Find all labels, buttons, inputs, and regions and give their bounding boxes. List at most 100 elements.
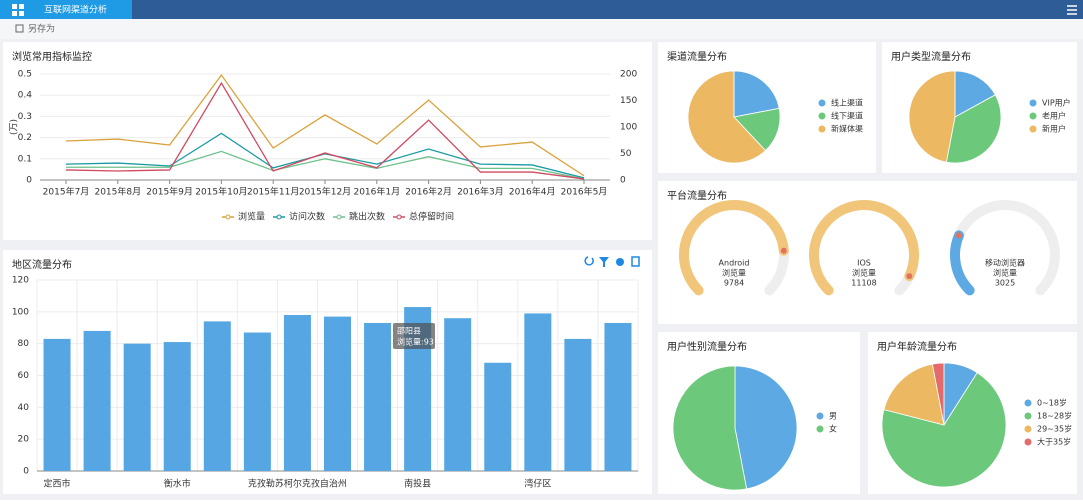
bar (324, 316, 351, 471)
export-icon[interactable] (631, 256, 640, 267)
y2-tick-label: 0 (620, 176, 626, 186)
panel-title: 地区流量分布 (12, 258, 72, 271)
series-line (65, 81, 585, 180)
legend-swatch (818, 112, 826, 120)
bar (524, 313, 552, 471)
y-tick-label: 0 (26, 176, 32, 186)
x-tick-label: 2016年4月 (509, 186, 556, 198)
panel-title: 渠道流量分布 (667, 50, 727, 63)
settings-icon[interactable] (616, 258, 624, 266)
gauge-label: 浏览量 (993, 268, 1017, 278)
save-icon[interactable] (15, 24, 24, 33)
legend-label: 跳出次数 (349, 211, 385, 223)
legend-swatch (1029, 112, 1037, 120)
series-line (66, 150, 585, 180)
gauge-arc (809, 200, 919, 296)
panel-title: 平台流量分布 (667, 189, 727, 202)
gauge-pointer (780, 247, 787, 254)
gauge-pointer (906, 273, 913, 280)
x-tick-label: 2016年2月 (405, 186, 452, 198)
y2-tick-label: 50 (620, 149, 632, 159)
bar (604, 322, 632, 471)
y-tick-label: 120 (12, 276, 29, 286)
x-tick-label: 2016年1月 (353, 186, 400, 198)
legend-label: 访问次数 (289, 211, 325, 223)
pie-slice (883, 363, 945, 426)
panel-title: 用户年龄流量分布 (877, 340, 957, 353)
pie-slice (672, 365, 748, 491)
top-bar (0, 0, 1083, 19)
x-tick-label: 湾仔区 (524, 478, 551, 490)
panel: 浏览常用指标监控 0 0.1 0.2 0.3 0.4 0.5 0 50 100 150 200 (万) 2… (3, 42, 652, 240)
x-tick-label: 2015年10月 (195, 186, 247, 198)
tab[interactable] (0, 0, 132, 19)
legend-swatch (818, 99, 826, 107)
tooltip-text: 浏览量:93 (397, 337, 434, 347)
pie-slice (733, 70, 780, 118)
pie-slice (945, 94, 1002, 164)
legend-swatch-dot (396, 214, 402, 220)
y-tick-label: 80 (18, 339, 30, 349)
gauge-name: 移动浏览器 (985, 258, 1025, 268)
y2-tick-label: 150 (620, 96, 637, 106)
y-axis-label: (万) (10, 119, 20, 135)
legend-swatch (1024, 438, 1032, 446)
panel: 平台流量分布Android浏览量9784IOS浏览量11108移动浏览器浏览量3… (658, 181, 1077, 324)
menu-icon[interactable] (1067, 5, 1077, 15)
legend-label: 浏览量 (238, 211, 265, 223)
gauge-label: 浏览量 (722, 268, 746, 278)
y-tick-label: 0.1 (18, 154, 32, 164)
app-icon[interactable] (12, 4, 24, 16)
bar (83, 330, 111, 471)
bar (484, 362, 512, 471)
legend-swatch (1024, 425, 1032, 433)
y-tick-label: 0.5 (18, 70, 32, 80)
gauge-pointer (955, 232, 962, 239)
pie-slice (931, 362, 945, 426)
y2-tick-label: 100 (620, 123, 637, 133)
tooltip-title: 邵阳县 (397, 327, 421, 336)
legend-label: 0~18岁 (1037, 398, 1067, 408)
x-tick-label: 2015年12月 (299, 186, 351, 198)
tab-title[interactable]: 互联网渠道分析 (44, 4, 107, 16)
x-tick-label: 克孜勒苏柯尔克孜自治州 (248, 478, 347, 490)
gauge-value: 9784 (724, 279, 744, 288)
panel-title: 浏览常用指标监控 (12, 50, 92, 63)
gauge-value: 11108 (851, 279, 876, 288)
y-tick-label: 0 (23, 467, 29, 477)
legend-label: 女 (829, 424, 837, 434)
legend-swatch (1029, 125, 1037, 133)
x-tick-label: 2016年5月 (561, 186, 608, 198)
x-tick-label: 2015年11月 (247, 186, 299, 198)
legend-label: 新媒体渠 (831, 124, 863, 134)
y-tick-label: 0.4 (18, 91, 33, 101)
legend-swatch (816, 412, 824, 420)
x-tick-label: 2015年7月 (43, 186, 90, 198)
x-tick-label: 2015年9月 (146, 186, 193, 198)
series-line (65, 73, 585, 177)
y-tick-label: 40 (18, 403, 30, 413)
legend-label: 29~35岁 (1037, 424, 1072, 434)
refresh-icon[interactable] (584, 256, 594, 266)
x-tick-label: 2016年3月 (457, 186, 504, 198)
x-tick-label: 2015年8月 (94, 186, 141, 198)
y-tick-label: 20 (18, 435, 30, 445)
x-tick-label: 衡水市 (164, 478, 191, 490)
pie-slice (881, 372, 1007, 488)
save-button[interactable]: 另存为 (28, 23, 55, 35)
bar (163, 342, 191, 471)
legend-swatch (1029, 99, 1037, 107)
y-tick-label: 0.3 (18, 112, 32, 122)
legend-label: 男 (829, 412, 837, 421)
gauge-arc (679, 200, 789, 296)
x-tick-label: 南投县 (404, 478, 431, 490)
pie-slice (733, 107, 781, 152)
filter-icon[interactable] (599, 257, 609, 267)
bar (123, 343, 151, 471)
legend-swatch (818, 125, 826, 133)
pie-slice (734, 365, 798, 490)
gauge-name: Android (719, 259, 750, 268)
